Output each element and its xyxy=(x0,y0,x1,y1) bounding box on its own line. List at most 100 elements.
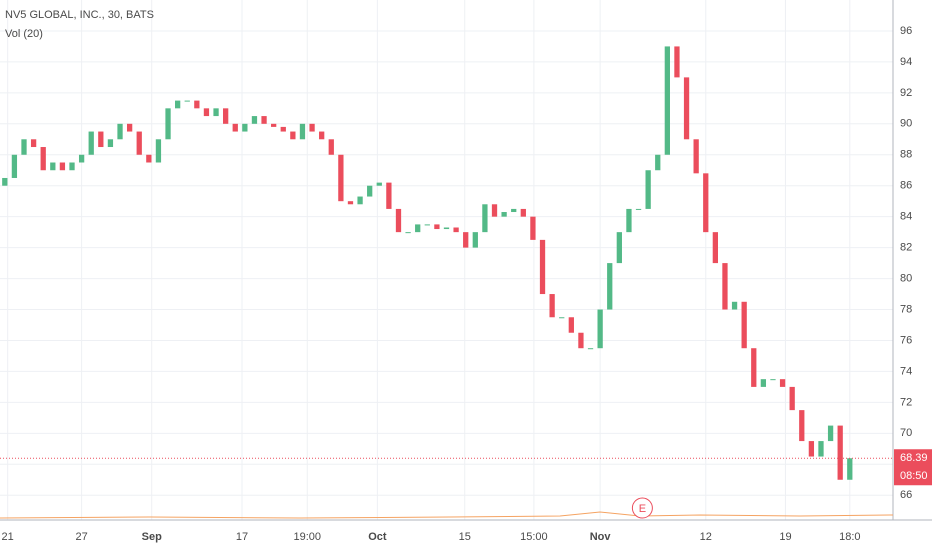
candle-body xyxy=(722,263,728,310)
candle-body xyxy=(731,301,738,310)
candle-body xyxy=(309,123,315,132)
candle-body xyxy=(290,131,296,140)
candle-body xyxy=(271,123,277,127)
volume-ma-line xyxy=(0,511,894,519)
candle-body xyxy=(472,232,478,248)
last-price-label: 68.39 xyxy=(900,452,928,464)
candle-body xyxy=(645,170,651,209)
candle-body xyxy=(482,204,488,233)
candle-body xyxy=(808,441,815,457)
candle-body xyxy=(59,162,66,171)
candle-body xyxy=(741,301,747,349)
x-tick-label: 21 xyxy=(2,531,14,543)
candle-body xyxy=(674,46,680,78)
y-tick-label: 88 xyxy=(900,149,912,161)
candle-body xyxy=(683,77,690,140)
candle-body xyxy=(78,154,85,163)
candle-body xyxy=(453,227,459,233)
candle-body xyxy=(847,458,853,480)
candle-body xyxy=(511,208,517,213)
candle-body xyxy=(578,332,584,349)
y-tick-label: 84 xyxy=(900,211,912,223)
candle-body xyxy=(655,154,661,171)
x-tick-label: 27 xyxy=(75,531,87,543)
candle-body xyxy=(395,208,402,233)
candle-body xyxy=(117,123,123,140)
candle-body xyxy=(184,100,190,102)
candle-body xyxy=(463,232,469,248)
candle-body xyxy=(30,139,37,148)
candle-body xyxy=(194,100,200,109)
candle-body xyxy=(693,139,699,174)
candle-body xyxy=(539,239,546,295)
candle-body xyxy=(779,379,786,387)
x-tick-label: 19 xyxy=(779,531,791,543)
candle-body xyxy=(587,348,594,350)
candle-body xyxy=(818,441,824,457)
candle-body xyxy=(770,379,776,381)
candle-body xyxy=(626,208,632,233)
candle-body xyxy=(799,410,805,442)
candle-body xyxy=(827,425,834,442)
earnings-label: E xyxy=(639,503,646,515)
candle-body xyxy=(319,131,325,140)
candle-body xyxy=(165,108,171,140)
candle-body xyxy=(635,208,642,210)
candle-body xyxy=(789,386,795,411)
y-tick-label: 72 xyxy=(900,396,912,408)
candle-body xyxy=(261,116,267,124)
y-tick-label: 70 xyxy=(900,427,912,439)
candle-body xyxy=(126,123,133,132)
candle-body xyxy=(559,317,565,319)
candle-body xyxy=(251,116,258,124)
candle-body xyxy=(501,212,507,217)
candle-body xyxy=(107,139,114,148)
y-tick-label: 90 xyxy=(900,118,912,130)
volume-label: Vol (20) xyxy=(5,28,43,40)
y-tick-label: 92 xyxy=(900,87,912,99)
candle-body xyxy=(136,131,142,155)
y-tick-label: 74 xyxy=(900,365,912,377)
candle-body xyxy=(338,154,344,202)
candle-body xyxy=(299,123,306,140)
candle-body xyxy=(712,232,719,264)
x-tick-label: Nov xyxy=(590,531,612,543)
candle-body xyxy=(11,154,18,178)
candle-body xyxy=(347,201,354,205)
candle-body xyxy=(223,108,229,124)
x-tick-label: 17 xyxy=(236,531,248,543)
last-price-box xyxy=(894,449,932,486)
candle-body xyxy=(424,224,430,226)
y-tick-label: 86 xyxy=(900,180,912,192)
candle-body xyxy=(405,232,411,234)
candle-body xyxy=(328,139,334,155)
x-tick-label: Sep xyxy=(142,531,162,543)
y-tick-label: 66 xyxy=(900,489,912,501)
y-tick-label: 94 xyxy=(900,56,912,68)
candle-body xyxy=(242,123,248,132)
x-tick-label: 19:00 xyxy=(294,531,322,543)
countdown-label: 08:50 xyxy=(900,470,928,482)
candle-body xyxy=(664,46,670,155)
candle-body xyxy=(213,108,219,117)
candle-body xyxy=(21,139,27,155)
candle-body xyxy=(376,182,382,186)
candle-body xyxy=(155,139,162,163)
x-tick-label: Oct xyxy=(368,531,387,543)
candle-body xyxy=(415,224,421,233)
candle-body xyxy=(2,177,8,186)
candle-body xyxy=(280,126,286,132)
candle-body xyxy=(530,216,536,240)
candle-body xyxy=(98,131,104,148)
candle-body xyxy=(357,196,363,205)
candle-body xyxy=(174,100,181,109)
candle-body xyxy=(146,154,152,163)
candle-body xyxy=(386,182,392,209)
candle-body xyxy=(203,108,210,117)
candle-body xyxy=(751,348,757,387)
y-tick-label: 76 xyxy=(900,334,912,346)
candle-body xyxy=(597,309,603,349)
candle-body xyxy=(232,123,238,132)
candle-body xyxy=(69,162,75,171)
